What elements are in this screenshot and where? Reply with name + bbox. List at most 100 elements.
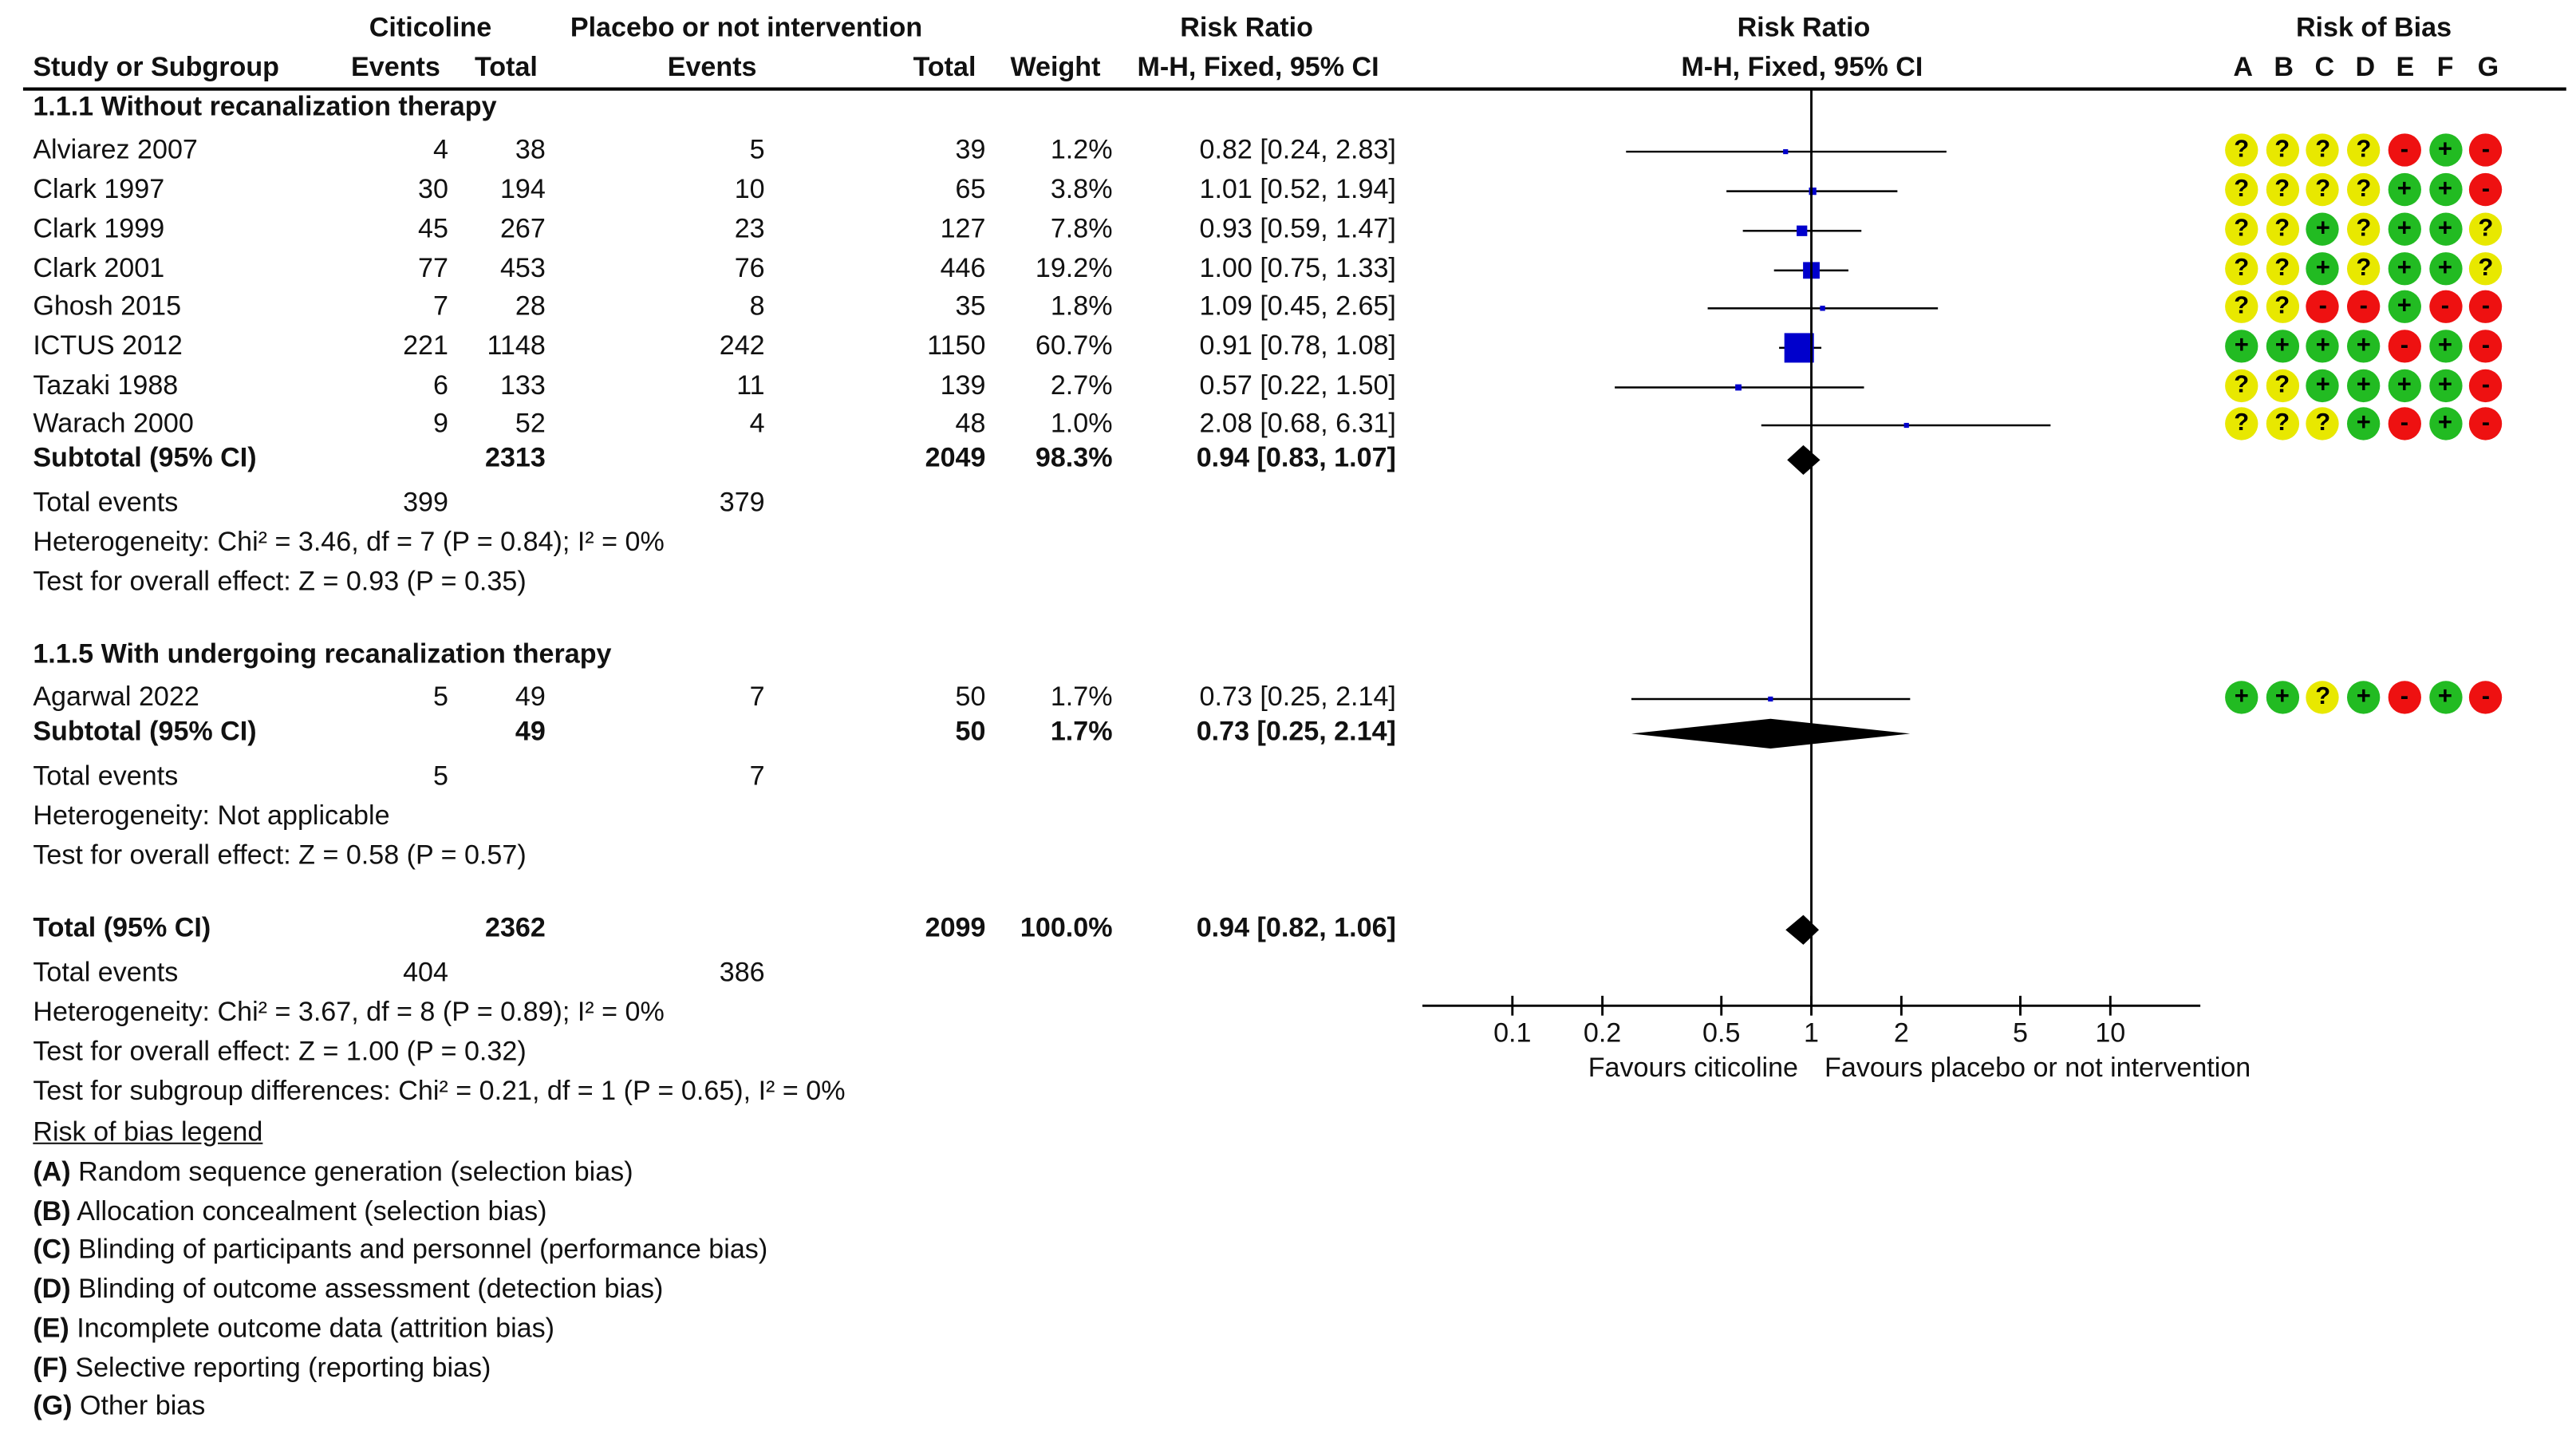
rob-judgement-c: + xyxy=(2306,369,2340,403)
total-placebo: 1150 xyxy=(927,331,986,361)
rob-judgement-e: + xyxy=(2388,172,2421,207)
weight: 3.8% xyxy=(1050,174,1113,205)
x-tick-label: 0.2 xyxy=(1584,1018,1621,1049)
weight: 1.0% xyxy=(1050,409,1113,439)
legend-text: Blinding of participants and personnel (… xyxy=(70,1235,768,1266)
events-citicoline: 7 xyxy=(432,291,448,322)
total-events-citicoline: 404 xyxy=(403,958,448,988)
group2-title: Placebo or not intervention xyxy=(570,13,923,43)
rob-judgement-b: ? xyxy=(2266,407,2299,440)
risk-ratio-ci: 2.08 [0.68, 6.31] xyxy=(1199,409,1396,439)
rob-letter-a: A xyxy=(2233,53,2254,83)
rob-judgement-a: + xyxy=(2225,681,2258,714)
events-placebo: 5 xyxy=(749,135,765,165)
col-events1: Events xyxy=(351,53,440,83)
events-placebo: 8 xyxy=(749,291,765,322)
legend-text: Incomplete outcome data (attrition bias) xyxy=(69,1314,555,1344)
rob-judgement-g: - xyxy=(2469,172,2503,207)
point-estimate-square xyxy=(1735,384,1742,391)
risk-ratio-ci: 1.00 [0.75, 1.33] xyxy=(1199,254,1396,284)
rob-judgement-f: - xyxy=(2428,290,2462,323)
rob-judgement-g: - xyxy=(2469,369,2503,403)
events-citicoline: 9 xyxy=(432,409,448,439)
x-tick-label: 10 xyxy=(2095,1018,2125,1049)
subgroup-title: 1.1.5 With undergoing recanalization the… xyxy=(33,639,612,670)
rob-judgement-f: + xyxy=(2428,212,2462,246)
point-estimate-square xyxy=(1783,148,1789,155)
subtotal-weight: 1.7% xyxy=(1050,717,1113,747)
x-tick-label: 0.5 xyxy=(1702,1018,1740,1049)
events-citicoline: 30 xyxy=(418,174,448,205)
total-citicoline: 1148 xyxy=(487,331,546,361)
rob-judgement-a: ? xyxy=(2225,133,2258,167)
total-events-label: Total events xyxy=(33,958,179,988)
legend-key: (C) xyxy=(33,1235,71,1266)
x-label-right: Favours placebo or not intervention xyxy=(1825,1053,2251,1083)
heterogeneity: Heterogeneity: Chi² = 3.46, df = 7 (P = … xyxy=(33,527,665,558)
rob-judgement-g: - xyxy=(2469,681,2503,714)
events-placebo: 10 xyxy=(734,174,765,205)
events-placebo: 11 xyxy=(736,370,765,401)
rob-judgement-b: + xyxy=(2266,681,2299,714)
total-placebo: 65 xyxy=(955,174,986,205)
study-name: ICTUS 2012 xyxy=(33,331,183,361)
rob-judgement-a: ? xyxy=(2225,407,2258,440)
rob-judgement-e: - xyxy=(2388,133,2421,167)
total-events-citicoline: 399 xyxy=(403,488,448,518)
total-placebo: 50 xyxy=(955,682,986,713)
rob-judgement-g: ? xyxy=(2469,212,2503,246)
rob-letter-f: F xyxy=(2436,53,2454,83)
rob-judgement-f: + xyxy=(2428,172,2462,207)
rob-judgement-b: ? xyxy=(2266,369,2299,403)
rob-judgement-b: ? xyxy=(2266,133,2299,167)
subtotal-placebo: 2049 xyxy=(925,443,986,473)
study-name: Tazaki 1988 xyxy=(33,370,179,401)
rob-judgement-d: ? xyxy=(2347,172,2381,207)
total-events-placebo: 379 xyxy=(719,488,765,518)
rob-judgement-f: + xyxy=(2428,407,2462,440)
risk-ratio-ci: 0.93 [0.59, 1.47] xyxy=(1199,214,1396,244)
events-placebo: 4 xyxy=(749,409,765,439)
rob-judgement-g: - xyxy=(2469,290,2503,323)
legend-item: (G) Other bias xyxy=(33,1392,205,1423)
total-citicoline: 267 xyxy=(499,214,546,244)
col-study: Study or Subgroup xyxy=(33,53,279,83)
rob-judgement-b: ? xyxy=(2266,172,2299,207)
legend-text: Selective reporting (reporting bias) xyxy=(67,1353,491,1383)
study-name: Clark 1997 xyxy=(33,174,165,205)
rob-judgement-g: - xyxy=(2469,330,2503,363)
weight: 1.8% xyxy=(1050,291,1113,322)
total-citicoline: 28 xyxy=(515,291,546,322)
events-citicoline: 5 xyxy=(432,682,448,713)
heterogeneity: Heterogeneity: Chi² = 3.67, df = 8 (P = … xyxy=(33,997,665,1028)
total-events-citicoline: 5 xyxy=(432,761,448,792)
plot-method: M-H, Fixed, 95% CI xyxy=(1681,53,1923,83)
x-label-left: Favours citicoline xyxy=(1588,1053,1798,1083)
col-rr-method: M-H, Fixed, 95% CI xyxy=(1137,53,1379,83)
x-tick-label: 5 xyxy=(2013,1018,2028,1049)
rob-judgement-e: + xyxy=(2388,290,2421,323)
legend-text: Allocation concealment (selection bias) xyxy=(70,1196,547,1227)
subtotal-risk-ratio: 0.73 [0.25, 2.14] xyxy=(1196,717,1396,747)
rob-judgement-a: + xyxy=(2225,330,2258,363)
total-citicoline: 194 xyxy=(499,174,546,205)
x-tick-label: 0.1 xyxy=(1493,1018,1531,1049)
total-citicoline: 453 xyxy=(499,254,546,284)
legend-item: (D) Blinding of outcome assessment (dete… xyxy=(33,1274,663,1306)
rob-judgement-c: - xyxy=(2306,290,2340,323)
rob-judgement-b: ? xyxy=(2266,212,2299,246)
events-placebo: 242 xyxy=(719,331,765,361)
legend-text: Blinding of outcome assessment (detectio… xyxy=(70,1274,664,1305)
study-name: Agarwal 2022 xyxy=(33,682,199,713)
legend-key: (G) xyxy=(33,1392,73,1422)
risk-ratio-ci: 0.91 [0.78, 1.08] xyxy=(1199,331,1396,361)
rob-judgement-b: ? xyxy=(2266,290,2299,323)
weight: 1.7% xyxy=(1050,682,1113,713)
subtotal-weight: 98.3% xyxy=(1035,443,1113,473)
total-placebo: 139 xyxy=(940,370,986,401)
rob-judgement-d: ? xyxy=(2347,212,2381,246)
total-citicoline: 38 xyxy=(515,135,546,165)
weight: 7.8% xyxy=(1050,214,1113,244)
events-citicoline: 77 xyxy=(418,254,448,284)
rob-judgement-d: + xyxy=(2347,681,2381,714)
